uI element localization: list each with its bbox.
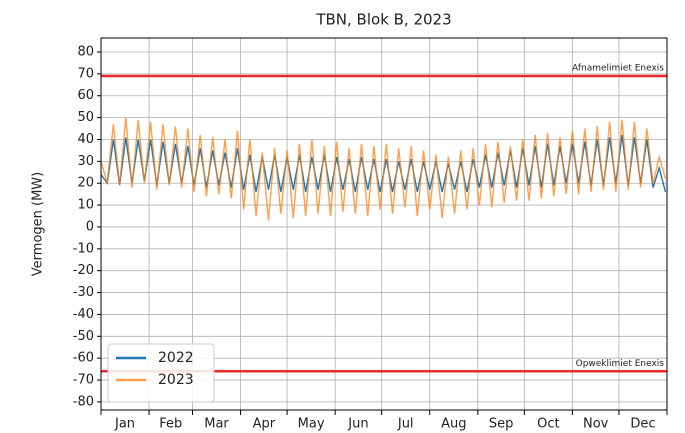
y-tick-label: 70 — [77, 66, 94, 81]
x-tick-label: Mar — [204, 417, 229, 432]
y-tick-label: 0 — [86, 219, 94, 234]
y-tick-label: -60 — [73, 351, 94, 366]
y-tick-label: -20 — [73, 263, 94, 278]
y-tick-label: -80 — [73, 394, 94, 409]
x-tick-label: Jul — [397, 417, 414, 432]
plot-frame — [100, 37, 668, 411]
legend-label: 2023 — [158, 372, 194, 388]
y-tick-label: 80 — [77, 44, 94, 59]
y-tick-label: 60 — [77, 88, 94, 103]
y-tick-label: -40 — [73, 307, 94, 322]
limit-label: Opweklimiet Enexis — [576, 359, 665, 369]
y-axis-label: Vermogen (MW) — [31, 172, 46, 276]
y-tick-label: -10 — [73, 241, 94, 256]
x-tick-label: Nov — [583, 417, 609, 432]
y-tick-label: -70 — [73, 373, 94, 388]
x-tick-label: May — [298, 417, 325, 432]
x-tick-label: Jun — [347, 417, 368, 432]
y-tick-label: 10 — [77, 198, 94, 213]
x-tick-label: Feb — [159, 417, 182, 432]
x-tick-label: Oct — [537, 417, 559, 432]
limit-label: Afnamelimiet Enexis — [572, 64, 664, 74]
y-tick-label: -30 — [73, 285, 94, 300]
y-tick-label: 50 — [77, 110, 94, 125]
y-tick-label: -50 — [73, 329, 94, 344]
chart-title: TBN, Blok B, 2023 — [315, 11, 451, 29]
series-line — [100, 117, 667, 221]
x-tick-label: Aug — [441, 417, 466, 432]
y-tick-label: 30 — [77, 154, 94, 169]
x-tick-label: Dec — [630, 417, 655, 432]
y-tick-label: 20 — [77, 176, 94, 191]
x-tick-label: Apr — [253, 417, 276, 432]
legend-label: 2022 — [158, 350, 194, 366]
y-tick-label: 40 — [77, 132, 94, 147]
x-tick-label: Jan — [114, 417, 135, 432]
x-tick-label: Sep — [489, 417, 514, 432]
